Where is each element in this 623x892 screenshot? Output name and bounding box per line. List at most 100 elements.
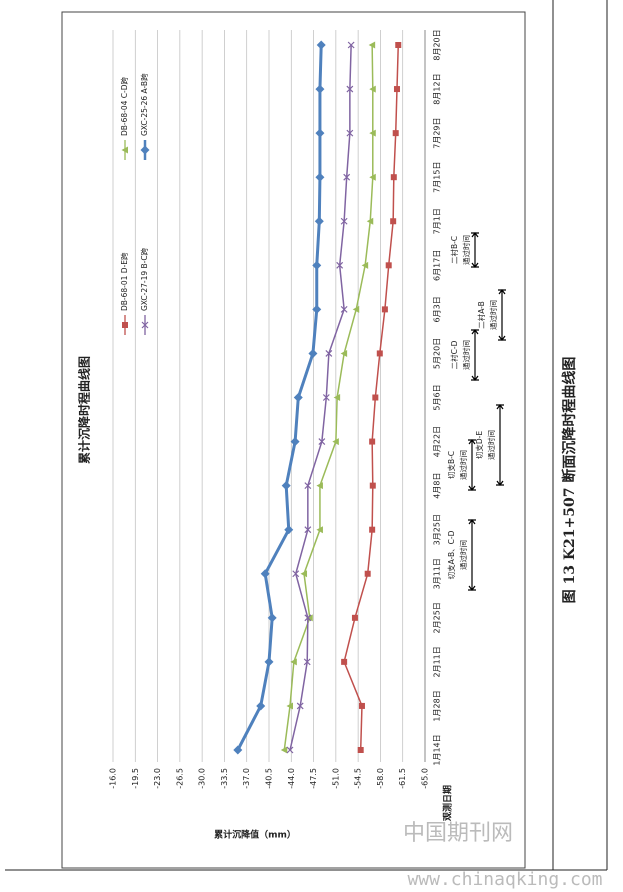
marker bbox=[325, 350, 333, 357]
y-tick-label: -16.0 bbox=[109, 768, 118, 789]
y-tick-label: -51.0 bbox=[331, 768, 340, 789]
marker bbox=[260, 569, 270, 579]
x-tick-label: 4月22日 bbox=[433, 426, 442, 457]
marker bbox=[369, 526, 376, 533]
watermark-url: www.chinaqking.com bbox=[407, 869, 602, 890]
marker bbox=[316, 482, 323, 490]
annotation: 二衬A-B bbox=[476, 301, 486, 329]
marker bbox=[368, 41, 376, 49]
x-tick-label: 3月11日 bbox=[433, 558, 442, 589]
annotation: 切支B-C bbox=[446, 451, 456, 479]
marker bbox=[372, 394, 379, 401]
marker bbox=[343, 173, 351, 181]
y-tick-label: -33.5 bbox=[220, 768, 229, 789]
x-tick-label: 7月29日 bbox=[433, 117, 442, 148]
marker bbox=[306, 614, 313, 622]
marker bbox=[369, 85, 376, 93]
y-tick-label: -65.0 bbox=[421, 768, 430, 789]
marker bbox=[364, 570, 371, 577]
marker bbox=[292, 570, 300, 578]
marker bbox=[340, 305, 348, 313]
marker bbox=[304, 614, 312, 622]
y-tick-label: -54.5 bbox=[354, 768, 363, 789]
x-tick-label: 4月8日 bbox=[433, 473, 442, 499]
marker bbox=[395, 42, 402, 48]
series-line bbox=[236, 44, 323, 751]
marker bbox=[358, 702, 365, 709]
x-tick-label: 2月25日 bbox=[433, 602, 442, 633]
watermark: 中国期刊网 bbox=[403, 821, 513, 846]
x-tick-label: 2月11日 bbox=[433, 646, 442, 677]
legend-label: DB-68-01 D-E跨 bbox=[120, 252, 129, 311]
marker bbox=[346, 129, 354, 137]
marker bbox=[346, 85, 354, 93]
marker bbox=[312, 260, 322, 270]
x-tick-label: 8月20日 bbox=[433, 29, 442, 60]
marker bbox=[284, 525, 294, 535]
marker bbox=[296, 702, 304, 710]
marker bbox=[290, 658, 297, 666]
marker bbox=[315, 172, 325, 182]
series-line bbox=[343, 44, 400, 751]
marker bbox=[256, 701, 266, 711]
marker bbox=[369, 438, 376, 445]
y-tick-label: -30.0 bbox=[198, 768, 207, 789]
marker bbox=[322, 394, 330, 401]
x-tick-label: 5月20日 bbox=[433, 338, 442, 369]
y-tick-label: -37.0 bbox=[242, 768, 251, 789]
x-tick-label: 3月25日 bbox=[433, 514, 442, 545]
y-axis-title: 累计沉降值（mm） bbox=[214, 829, 296, 841]
annotation-arrow bbox=[471, 329, 479, 381]
annotation: 二衬B-C bbox=[449, 236, 459, 264]
marker bbox=[340, 217, 348, 225]
x-tick-label: 5月6日 bbox=[433, 384, 442, 410]
y-tick-label: -26.5 bbox=[175, 768, 184, 789]
annotation: 通过时间 bbox=[461, 340, 471, 370]
legend-label: GXC-25-26 A-B跨 bbox=[140, 73, 149, 136]
marker bbox=[340, 349, 348, 357]
y-tick-label: -47.5 bbox=[309, 768, 318, 789]
x-tick-label: 7月15日 bbox=[433, 162, 442, 193]
marker bbox=[390, 218, 397, 225]
marker bbox=[293, 393, 303, 402]
marker bbox=[376, 350, 383, 357]
marker bbox=[316, 526, 323, 534]
y-tick-label: -19.5 bbox=[131, 768, 140, 789]
marker bbox=[392, 130, 399, 137]
marker bbox=[332, 438, 339, 446]
marker bbox=[267, 613, 277, 623]
annotation-arrow bbox=[471, 232, 479, 268]
annotation: 切支A-B、C-D bbox=[446, 530, 456, 579]
marker bbox=[366, 217, 374, 225]
annotation: 切支D-E bbox=[474, 431, 484, 459]
annotation-arrow bbox=[468, 439, 476, 491]
chart-frame bbox=[61, 11, 526, 869]
x-tick-label: 7月1日 bbox=[433, 208, 442, 234]
marker bbox=[336, 261, 344, 269]
legend-marker bbox=[121, 146, 128, 154]
chart-title: 累计沉降时程曲线图 bbox=[77, 356, 92, 464]
marker bbox=[347, 41, 355, 49]
marker bbox=[361, 261, 369, 269]
marker bbox=[318, 438, 326, 445]
marker bbox=[333, 394, 341, 401]
marker bbox=[357, 747, 364, 753]
annotation: 通过时间 bbox=[461, 235, 471, 265]
annotation-arrow bbox=[496, 404, 504, 486]
marker bbox=[300, 570, 308, 578]
x-tick-label: 1月28日 bbox=[433, 690, 442, 721]
marker bbox=[280, 746, 288, 754]
marker bbox=[264, 657, 274, 667]
marker bbox=[314, 216, 324, 226]
marker bbox=[303, 658, 311, 666]
y-tick-label: -61.5 bbox=[398, 768, 407, 789]
x-tick-label: 8月12日 bbox=[433, 73, 442, 104]
x-axis-title: 观测日期 bbox=[442, 785, 454, 821]
legend-marker bbox=[122, 322, 128, 328]
legend-marker bbox=[141, 321, 149, 329]
marker bbox=[290, 437, 300, 447]
legend-label: DB-68-04 C-D跨 bbox=[120, 76, 129, 136]
marker bbox=[381, 306, 388, 313]
marker bbox=[286, 746, 294, 754]
marker bbox=[369, 173, 376, 181]
